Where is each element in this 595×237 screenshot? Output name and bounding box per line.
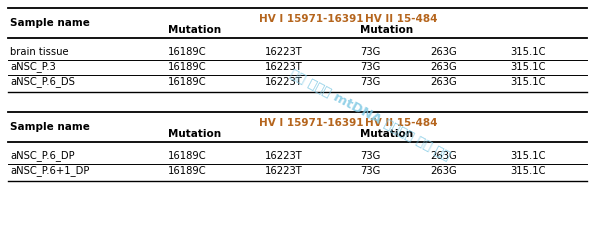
- Text: 263G: 263G: [430, 166, 457, 176]
- Text: HV I 15971-16391: HV I 15971-16391: [259, 14, 364, 24]
- Text: 16223T: 16223T: [265, 47, 303, 57]
- Text: 315.1C: 315.1C: [510, 166, 546, 176]
- Text: Mutation: Mutation: [360, 129, 413, 139]
- Text: 315.1C: 315.1C: [510, 47, 546, 57]
- Text: 263G: 263G: [430, 62, 457, 72]
- Text: 16189C: 16189C: [168, 151, 206, 161]
- Text: 263G: 263G: [430, 77, 457, 87]
- Text: 73G: 73G: [360, 166, 380, 176]
- Text: 73G: 73G: [360, 47, 380, 57]
- Text: Mutation: Mutation: [168, 25, 221, 35]
- Text: 16189C: 16189C: [168, 47, 206, 57]
- Text: 315.1C: 315.1C: [510, 62, 546, 72]
- Text: 73G: 73G: [360, 151, 380, 161]
- Text: 315.1C: 315.1C: [510, 151, 546, 161]
- Text: 73G: 73G: [360, 62, 380, 72]
- Text: 16223T: 16223T: [265, 77, 303, 87]
- Text: 계대 배양별 mtDNA 프로파일 변화 없음: 계대 배양별 mtDNA 프로파일 변화 없음: [287, 67, 452, 163]
- Text: aNSC_P.6_DS: aNSC_P.6_DS: [10, 77, 75, 87]
- Text: HV II 15-484: HV II 15-484: [365, 118, 437, 128]
- Text: aNSC_P.6_DP: aNSC_P.6_DP: [10, 150, 74, 161]
- Text: HV II 15-484: HV II 15-484: [365, 14, 437, 24]
- Text: aNSC_P.6+1_DP: aNSC_P.6+1_DP: [10, 166, 89, 177]
- Text: 16223T: 16223T: [265, 166, 303, 176]
- Text: Sample name: Sample name: [10, 122, 90, 132]
- Text: 16189C: 16189C: [168, 62, 206, 72]
- Text: Mutation: Mutation: [360, 25, 413, 35]
- Text: Sample name: Sample name: [10, 18, 90, 28]
- Text: 73G: 73G: [360, 77, 380, 87]
- Text: 16189C: 16189C: [168, 166, 206, 176]
- Text: 263G: 263G: [430, 47, 457, 57]
- Text: 263G: 263G: [430, 151, 457, 161]
- Text: aNSC_P.3: aNSC_P.3: [10, 62, 56, 73]
- Text: brain tissue: brain tissue: [10, 47, 68, 57]
- Text: HV I 15971-16391: HV I 15971-16391: [259, 118, 364, 128]
- Text: 315.1C: 315.1C: [510, 77, 546, 87]
- Text: 16223T: 16223T: [265, 62, 303, 72]
- Text: 16223T: 16223T: [265, 151, 303, 161]
- Text: Mutation: Mutation: [168, 129, 221, 139]
- Text: 16189C: 16189C: [168, 77, 206, 87]
